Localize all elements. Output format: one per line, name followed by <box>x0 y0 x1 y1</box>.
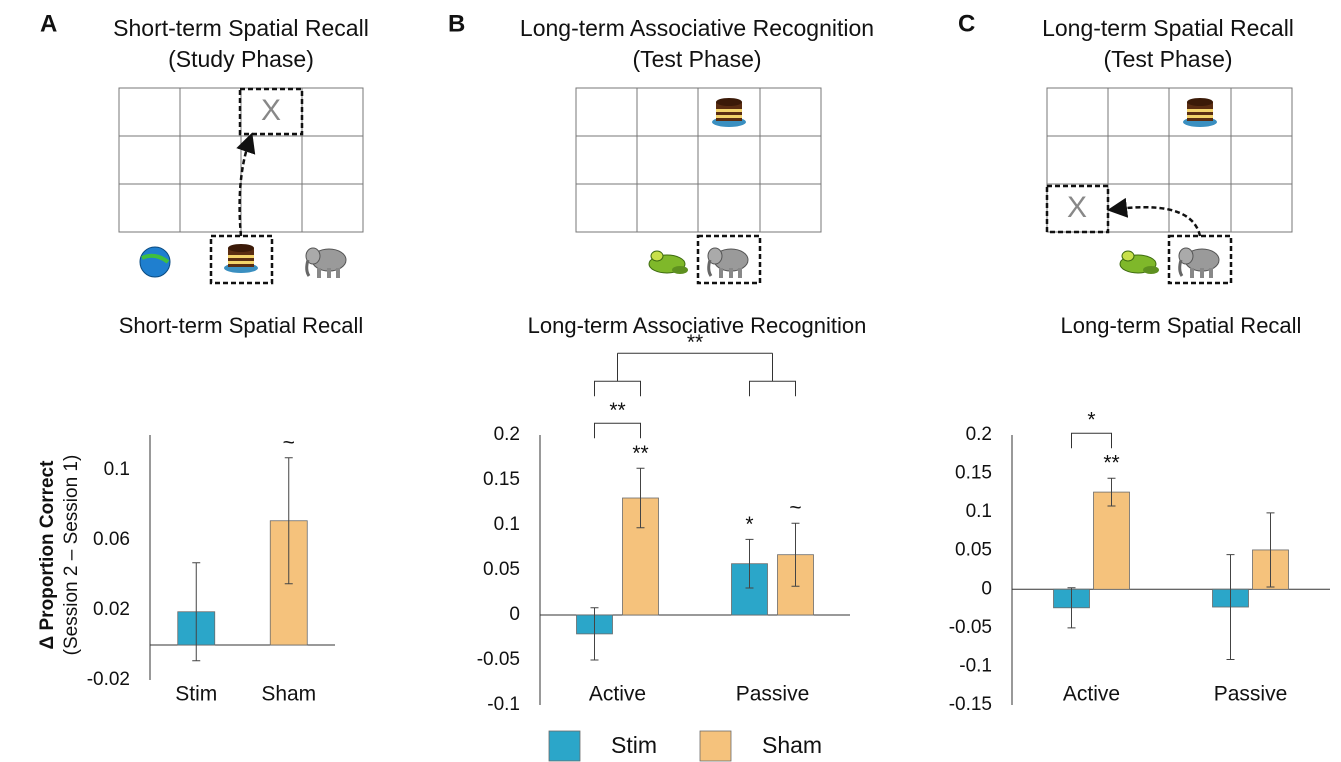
diagram-title: Short-term Spatial Recall <box>113 15 369 41</box>
bracket-label: ** <box>687 331 703 354</box>
diagram-title: (Test Phase) <box>632 46 761 72</box>
legend-swatch <box>548 730 581 762</box>
y-tick-label: -0.02 <box>87 669 130 690</box>
x-tick-label: Stim <box>175 683 217 706</box>
x-tick-label: Active <box>589 683 646 706</box>
y-tick-label: 0.2 <box>966 424 992 445</box>
y-tick-label: -0.15 <box>949 694 992 715</box>
y-tick-label: 0.15 <box>483 469 520 490</box>
diagram-title: (Study Phase) <box>168 46 314 72</box>
bracket <box>594 353 641 397</box>
legend-label: Sham <box>762 732 822 758</box>
x-tick-label: Active <box>1063 683 1120 706</box>
diagram-title: Long-term Spatial Recall <box>1042 15 1294 41</box>
y-tick-label: 0.06 <box>93 529 130 550</box>
legend-label: Stim <box>611 732 657 758</box>
panel-letter: B <box>448 10 465 37</box>
x-tick-label: Passive <box>1214 683 1288 706</box>
panel-letter: C <box>958 10 975 37</box>
y-tick-label: -0.1 <box>959 655 992 676</box>
chart-title: Short-term Spatial Recall <box>119 313 364 338</box>
y-tick-label: 0.05 <box>955 540 992 561</box>
y-tick-label: 0.05 <box>483 559 520 580</box>
chart-title: Long-term Spatial Recall <box>1061 313 1302 338</box>
error-bar <box>636 467 645 529</box>
error-bar <box>791 522 800 587</box>
y-tick-label: 0.02 <box>93 599 130 620</box>
legend-swatch <box>699 730 732 762</box>
y-tick-label: 0.1 <box>966 501 992 522</box>
grid-mark: X <box>1067 191 1087 224</box>
y-tick-label: 0.2 <box>494 424 520 445</box>
chart-title: Long-term Associative Recognition <box>528 313 867 338</box>
y-axis-label: (Session 2 – Session 1) <box>61 455 82 656</box>
significance-marker: ** <box>1103 452 1119 475</box>
x-tick-label: Sham <box>261 683 316 706</box>
bracket <box>594 422 641 439</box>
panel-b-diagram: B Long-term Associative Recognition (Tes… <box>448 10 874 285</box>
error-bar <box>284 457 293 585</box>
bracket <box>749 353 796 397</box>
panel-c-diagram: C Long-term Spatial Recall (Test Phase) … <box>958 10 1294 285</box>
significance-marker: ~ <box>283 431 295 454</box>
error-bar <box>1067 587 1076 629</box>
diagram-title: Long-term Associative Recognition <box>520 15 874 41</box>
panel-a-diagram: A Short-term Spatial Recall (Study Phase… <box>40 10 369 285</box>
y-tick-label: -0.1 <box>487 694 520 715</box>
error-bar <box>192 562 201 662</box>
y-tick-label: 0.1 <box>104 459 130 480</box>
significance-marker: ** <box>632 442 648 465</box>
y-tick-label: 0 <box>509 604 520 625</box>
significance-marker: ~ <box>789 497 801 520</box>
y-tick-label: -0.05 <box>949 617 992 638</box>
y-tick-label: 0 <box>981 578 992 599</box>
panel-letter: A <box>40 10 57 37</box>
significance-marker: * <box>745 513 753 536</box>
error-bar <box>1266 512 1275 588</box>
bracket-label: ** <box>609 399 625 422</box>
bracket <box>1071 432 1112 449</box>
error-bar <box>1226 554 1235 660</box>
y-tick-label: 0.15 <box>955 463 992 484</box>
bracket-label: * <box>1087 409 1095 432</box>
error-bar <box>745 538 754 589</box>
x-tick-label: Passive <box>736 683 810 706</box>
y-axis-label: Δ Proportion Correct <box>37 460 58 650</box>
bar <box>1093 491 1130 590</box>
grid-mark: X <box>261 94 281 127</box>
y-tick-label: -0.05 <box>477 649 520 670</box>
error-bar <box>1107 477 1116 507</box>
diagram-title: (Test Phase) <box>1103 46 1232 72</box>
y-tick-label: 0.1 <box>494 514 520 535</box>
error-bar <box>590 607 599 661</box>
